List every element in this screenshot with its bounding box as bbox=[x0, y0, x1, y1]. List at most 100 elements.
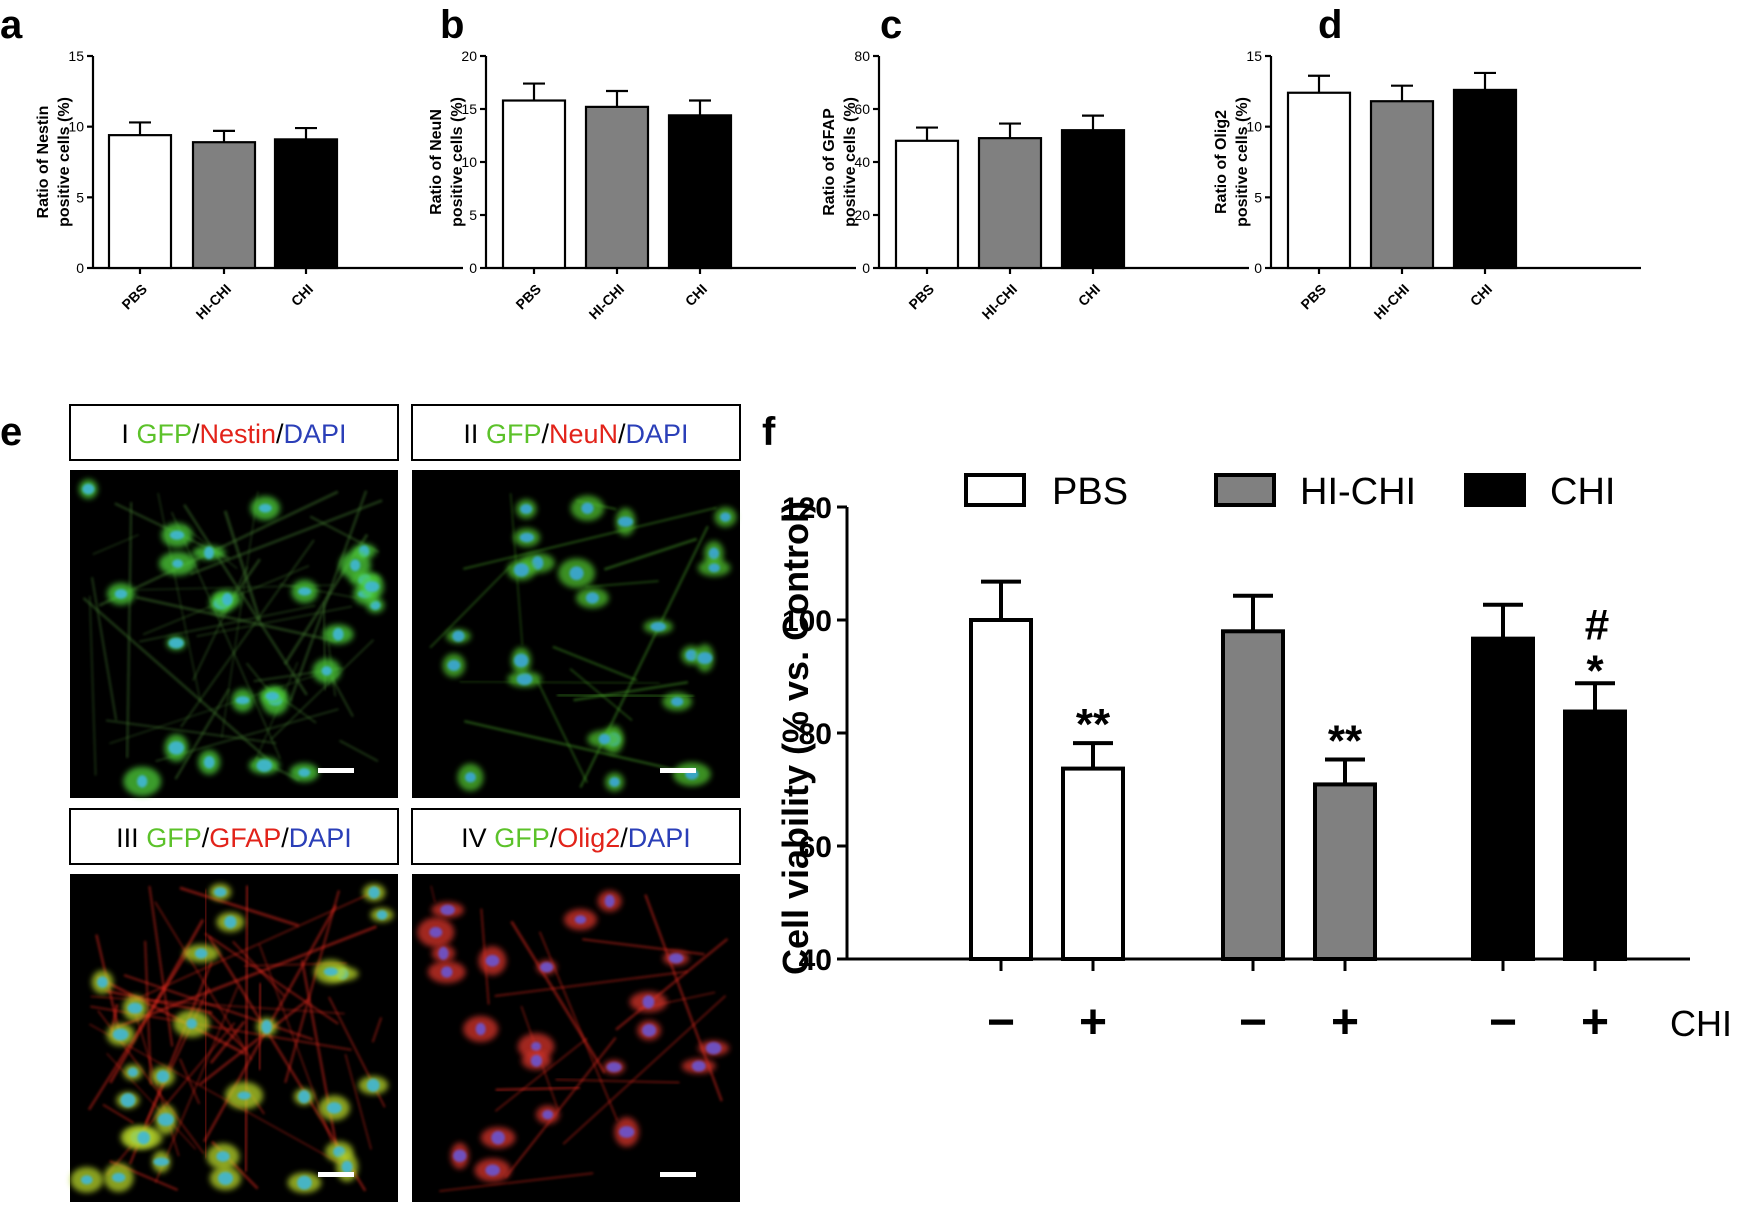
cell-nucleus bbox=[111, 1172, 126, 1183]
cell-nucleus bbox=[574, 915, 587, 924]
cell-process bbox=[536, 679, 588, 784]
cell-process bbox=[284, 890, 340, 1084]
cell-nucleus bbox=[127, 1002, 143, 1014]
cell-nucleus bbox=[323, 967, 338, 976]
y-tick-label: 5 bbox=[469, 207, 477, 223]
cell-process bbox=[495, 1086, 580, 1092]
cell-nucleus bbox=[168, 741, 185, 755]
condition-sign: − bbox=[987, 996, 1015, 1049]
cell-nucleus bbox=[368, 886, 380, 899]
label-I-dapi: DAPI bbox=[284, 419, 347, 449]
condition-sign: + bbox=[1581, 996, 1609, 1049]
cell-nucleus bbox=[297, 587, 312, 596]
condition-sign: + bbox=[1079, 996, 1107, 1049]
label-III-roman: III bbox=[116, 823, 139, 853]
bar-HI-CHI bbox=[1221, 629, 1285, 961]
cell-nucleus bbox=[221, 592, 233, 606]
cell-nucleus bbox=[708, 547, 720, 560]
y-axis-label-line: Ratio of GFAP bbox=[821, 108, 838, 216]
significance-mark: ** bbox=[1328, 717, 1363, 766]
y-tick-label: 10 bbox=[1246, 119, 1262, 135]
cell-process bbox=[82, 597, 277, 767]
cell-process bbox=[439, 1172, 594, 1192]
cell-nucleus bbox=[642, 995, 655, 1009]
y-tick-label: 5 bbox=[76, 189, 84, 205]
condition-sign: − bbox=[1489, 996, 1517, 1049]
cell-process bbox=[582, 938, 705, 956]
panel-letter-d: d bbox=[1318, 3, 1342, 47]
bar-HI-CHI bbox=[584, 105, 650, 270]
x-tick-label: HI-CHI bbox=[193, 281, 235, 323]
bar-PBS bbox=[894, 139, 960, 270]
cell-nucleus bbox=[485, 954, 500, 967]
y-tick-label: 40 bbox=[799, 944, 832, 977]
cell-process bbox=[204, 932, 339, 1025]
cell-nucleus bbox=[453, 1149, 467, 1163]
y-tick-label: 80 bbox=[854, 48, 870, 64]
y-axis-label-line: positive cells (%) bbox=[842, 97, 859, 227]
y-axis-label: Cell viability (% vs. Control) bbox=[775, 501, 816, 975]
panel-letter-a: a bbox=[0, 3, 23, 47]
cell-process bbox=[209, 1020, 246, 1064]
cell-nucleus bbox=[604, 894, 615, 908]
cell-nucleus bbox=[520, 504, 533, 515]
cell-process bbox=[123, 974, 314, 1041]
cell-nucleus bbox=[685, 649, 698, 661]
y-tick-label: 60 bbox=[799, 831, 832, 864]
cell-nucleus bbox=[598, 733, 611, 745]
label-IV-stain: Olig2 bbox=[557, 823, 620, 853]
label-II: II GFP/NeuN/DAPI bbox=[463, 419, 688, 449]
scale-bar bbox=[660, 1172, 696, 1177]
cell-nucleus bbox=[705, 1041, 722, 1055]
label-II-slash2: / bbox=[618, 419, 626, 449]
cell-process bbox=[139, 604, 316, 643]
cell-process bbox=[105, 719, 277, 744]
cell-process bbox=[573, 681, 689, 702]
cell-process bbox=[429, 565, 512, 649]
cell-process bbox=[555, 1078, 680, 1084]
cell-nucleus bbox=[366, 1078, 380, 1092]
cell-nucleus bbox=[697, 651, 713, 665]
label-box-III bbox=[69, 808, 399, 865]
cell-nucleus bbox=[438, 946, 449, 960]
cell-nucleus bbox=[609, 777, 620, 787]
x-tick-label: CHI bbox=[1467, 281, 1495, 309]
cell-nucleus bbox=[186, 1018, 198, 1029]
label-I-roman: I bbox=[121, 419, 129, 449]
cell-process bbox=[180, 539, 315, 728]
cell-process bbox=[603, 537, 698, 571]
cell-process bbox=[244, 885, 249, 1172]
cell-nucleus bbox=[112, 1028, 129, 1041]
significance-mark: ** bbox=[1076, 700, 1111, 749]
x-tick-label: CHI bbox=[1075, 281, 1103, 309]
cell-process bbox=[102, 1103, 134, 1124]
condition-sign: + bbox=[1331, 996, 1359, 1049]
cell-nucleus bbox=[82, 483, 95, 495]
cell-process bbox=[89, 595, 97, 776]
label-III-slash1: / bbox=[202, 823, 210, 853]
y-tick-label: 0 bbox=[862, 260, 870, 276]
cell-process bbox=[300, 959, 340, 1155]
y-axis-label-line: positive cells (%) bbox=[56, 97, 73, 227]
cell-nucleus bbox=[214, 887, 227, 897]
significance-hash: # bbox=[1585, 600, 1609, 649]
cell-process bbox=[459, 680, 660, 684]
cell-nucleus bbox=[429, 927, 443, 938]
condition-sign: − bbox=[1239, 996, 1267, 1049]
label-I-slash1: / bbox=[192, 419, 200, 449]
bar-PBS bbox=[501, 99, 567, 270]
cell-nucleus bbox=[216, 1151, 230, 1162]
cell-nucleus bbox=[341, 1160, 353, 1174]
label-box-IV bbox=[411, 808, 741, 865]
label-I: I GFP/Nestin/DAPI bbox=[121, 419, 346, 449]
panel-letter-b: b bbox=[440, 3, 464, 47]
cell-process bbox=[198, 998, 310, 1086]
cell-nucleus bbox=[169, 530, 185, 540]
cell-nucleus bbox=[172, 559, 184, 568]
cell-process bbox=[221, 491, 259, 738]
cell-nucleus bbox=[441, 966, 453, 978]
y-tick-label: 60 bbox=[854, 101, 870, 117]
y-tick-label: 20 bbox=[854, 207, 870, 223]
label-III-dapi: DAPI bbox=[289, 823, 352, 853]
